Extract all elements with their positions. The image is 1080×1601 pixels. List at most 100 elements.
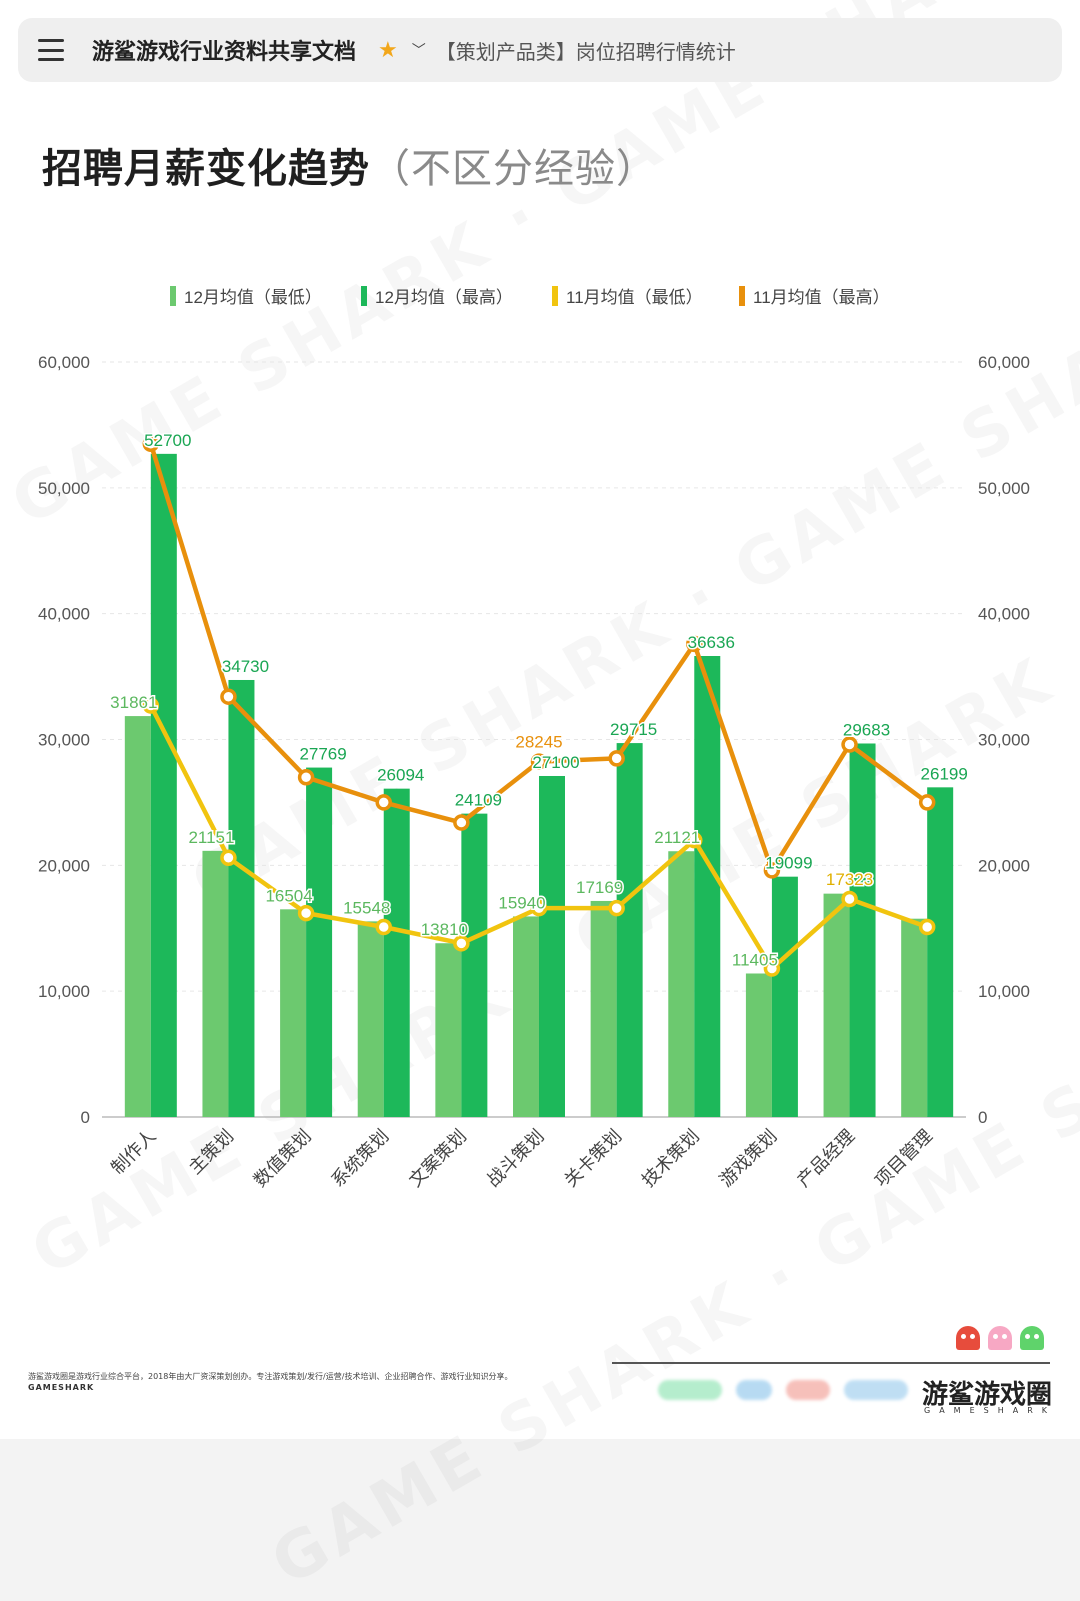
data-label: 31861 bbox=[110, 693, 157, 712]
mascot-icons bbox=[956, 1326, 1044, 1350]
line-point bbox=[220, 688, 237, 705]
bar bbox=[461, 813, 488, 1117]
ghost-icon bbox=[956, 1326, 980, 1350]
bar bbox=[513, 916, 539, 1117]
bar bbox=[383, 788, 410, 1117]
chevron-down-icon[interactable]: ﹀ bbox=[411, 43, 426, 59]
y-tick-label-left: 40,000 bbox=[38, 605, 90, 624]
ghost-icon bbox=[988, 1326, 1012, 1350]
legend-label: 11月均值（最低） bbox=[566, 288, 703, 307]
y-tick-label-left: 60,000 bbox=[38, 353, 90, 372]
bar bbox=[357, 921, 384, 1117]
x-category-label: 数值策划 bbox=[250, 1126, 315, 1191]
page-title-main: 招聘月薪变化趋势 bbox=[42, 146, 370, 192]
line-point bbox=[453, 935, 470, 952]
bar bbox=[745, 973, 772, 1117]
line-point bbox=[841, 890, 858, 908]
data-label: 16504 bbox=[265, 886, 312, 905]
x-category-label: 技术策划 bbox=[638, 1126, 703, 1191]
y-tick-label-left: 20,000 bbox=[38, 856, 90, 875]
line-point bbox=[918, 794, 936, 811]
partner-logo bbox=[736, 1380, 772, 1400]
footer-brand-small: GAMESHARK bbox=[28, 1383, 95, 1392]
bar bbox=[435, 943, 462, 1117]
x-category-label: 游戏策划 bbox=[716, 1126, 781, 1191]
line-point bbox=[453, 814, 470, 831]
document-title: 游鲨游戏行业资料共享文档 bbox=[92, 40, 357, 65]
bar bbox=[228, 679, 255, 1117]
line-point bbox=[297, 904, 315, 922]
data-label: 21121 bbox=[654, 828, 700, 847]
legend-swatch bbox=[170, 286, 176, 306]
x-category-label: 制作人 bbox=[107, 1126, 159, 1178]
data-label: 21151 bbox=[188, 828, 234, 847]
data-label: 52700 bbox=[144, 431, 191, 450]
bar bbox=[202, 850, 229, 1117]
bar bbox=[849, 743, 876, 1117]
legend-swatch bbox=[739, 286, 745, 306]
bar bbox=[150, 453, 177, 1117]
data-label: 19099 bbox=[765, 854, 812, 873]
legend-swatch bbox=[552, 286, 558, 306]
y-tick-label-left: 30,000 bbox=[38, 731, 90, 750]
brand-subtitle: GAMESHARK bbox=[924, 1406, 1056, 1415]
star-icon[interactable]: ★ bbox=[378, 37, 398, 63]
ghost-icon bbox=[1020, 1326, 1044, 1350]
line-point bbox=[608, 750, 625, 767]
y-tick-label-right: 20,000 bbox=[978, 856, 1030, 875]
menu-icon[interactable] bbox=[38, 39, 64, 61]
y-tick-label-right: 10,000 bbox=[978, 982, 1030, 1001]
line-point bbox=[220, 849, 237, 867]
bar bbox=[539, 775, 565, 1117]
y-tick-label-left: 10,000 bbox=[38, 982, 90, 1001]
data-label: 15548 bbox=[343, 898, 390, 917]
footer-divider bbox=[612, 1362, 1050, 1364]
y-tick-label-right: 40,000 bbox=[978, 605, 1030, 624]
bar bbox=[616, 743, 643, 1117]
data-label: 36636 bbox=[688, 633, 735, 652]
legend-swatch bbox=[361, 286, 367, 306]
x-category-label: 关卡策划 bbox=[560, 1126, 625, 1191]
line-point bbox=[375, 918, 392, 936]
page-title: 招聘月薪变化趋势（不区分经验） bbox=[42, 136, 657, 194]
footer-description: 游鲨游戏圈是游戏行业综合平台，2018年由大厂资深策划创办。专注游戏策划/发行/… bbox=[28, 1372, 513, 1381]
x-category-label: 主策划 bbox=[185, 1126, 237, 1178]
partner-logo bbox=[786, 1380, 830, 1400]
line-point bbox=[375, 794, 392, 811]
bar bbox=[306, 767, 333, 1117]
bar bbox=[590, 900, 617, 1117]
line-point bbox=[763, 960, 781, 977]
bar bbox=[280, 909, 307, 1117]
y-tick-label-right: 0 bbox=[978, 1108, 987, 1127]
x-category-label: 文案策划 bbox=[405, 1126, 470, 1191]
data-label: 29683 bbox=[843, 720, 890, 739]
partner-logo bbox=[658, 1380, 722, 1400]
brand-logo: 游鲨游戏圈 bbox=[922, 1380, 1053, 1410]
data-label: 24109 bbox=[455, 791, 502, 810]
line-point bbox=[686, 635, 703, 653]
data-label: 13810 bbox=[421, 920, 468, 939]
bar bbox=[927, 787, 954, 1117]
legend-label: 12月均值（最高） bbox=[375, 288, 513, 307]
data-label: 34730 bbox=[222, 657, 269, 676]
data-label: 15940 bbox=[498, 893, 545, 912]
legend-label: 12月均值（最低） bbox=[184, 288, 322, 307]
bar bbox=[694, 655, 721, 1117]
legend-label: 11月均值（最高） bbox=[753, 288, 890, 307]
bar bbox=[823, 893, 850, 1117]
salary-trend-chart: 0 0 10,000 10,000 20,000 20,000 30,000 30,000 40… bbox=[38, 286, 1030, 1191]
x-category-label: 产品经理 bbox=[793, 1126, 858, 1191]
page-title-sub: （不区分经验） bbox=[370, 146, 657, 192]
line-point bbox=[297, 769, 315, 786]
partner-logos bbox=[658, 1380, 908, 1400]
line-point bbox=[530, 899, 548, 917]
x-category-label: 战斗策划 bbox=[483, 1126, 548, 1191]
breadcrumb[interactable]: 【策划产品类】岗位招聘行情统计 bbox=[435, 39, 736, 64]
bar bbox=[771, 876, 798, 1117]
line-point bbox=[763, 862, 781, 879]
data-label: 17169 bbox=[576, 878, 623, 897]
y-tick-label-right: 60,000 bbox=[978, 353, 1030, 372]
page-card: GAME SHARK · GAME SHARK GAME SHARK · GAM… bbox=[0, 0, 1080, 1439]
line-point bbox=[530, 753, 548, 770]
data-label: 29715 bbox=[610, 720, 657, 739]
